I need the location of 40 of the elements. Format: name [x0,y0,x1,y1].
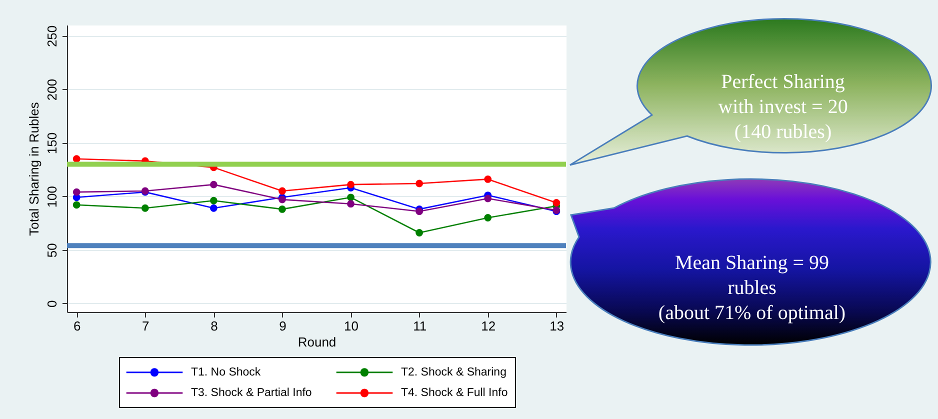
point [552,199,560,206]
legend-label: T1. No Shock [191,366,261,378]
text: Mean Sharing = 99 rubles (about 71% of optimal) [658,252,846,324]
point [347,180,354,188]
x-tick-label: 7 [142,318,150,334]
x-tick-label: 11 [413,318,427,334]
x-tick-label: 6 [73,318,81,334]
point [416,208,424,216]
y-tick-label: 100 [44,186,60,208]
x-tick-label: 12 [481,318,496,334]
point [141,204,149,212]
x-tick-label: 10 [344,318,359,334]
point [278,187,286,195]
point [210,204,218,212]
legend-label: T4. Shock & Full Info [401,387,508,399]
x-tick-label: 9 [279,318,286,334]
point [347,194,354,202]
text: Perfect Sharing with invest = 20 (140 rubles) [718,71,848,143]
y-tick-label: 250 [44,25,60,48]
y-tick-label: 200 [44,78,60,101]
x-tick-label: 8 [210,318,218,334]
y-tick-label: 150 [44,132,60,154]
y-tick-label: 0 [44,300,60,308]
point [484,214,492,222]
point [347,200,354,208]
point [278,205,286,213]
point [210,196,218,204]
point [72,201,80,209]
point [484,194,492,202]
point [416,180,424,188]
point [416,229,424,236]
y-tick-label: 50 [44,243,60,258]
y-axis-title: Total Sharing in Rubles [26,102,42,236]
x-axis-title: Round [298,334,336,350]
point [484,176,492,183]
legend-label: T2. Shock & Sharing [401,366,506,378]
x-tick-label: 13 [550,318,564,334]
point [210,180,218,188]
point [72,188,80,196]
legend-label: T3. Shock & Partial Info [191,387,312,399]
